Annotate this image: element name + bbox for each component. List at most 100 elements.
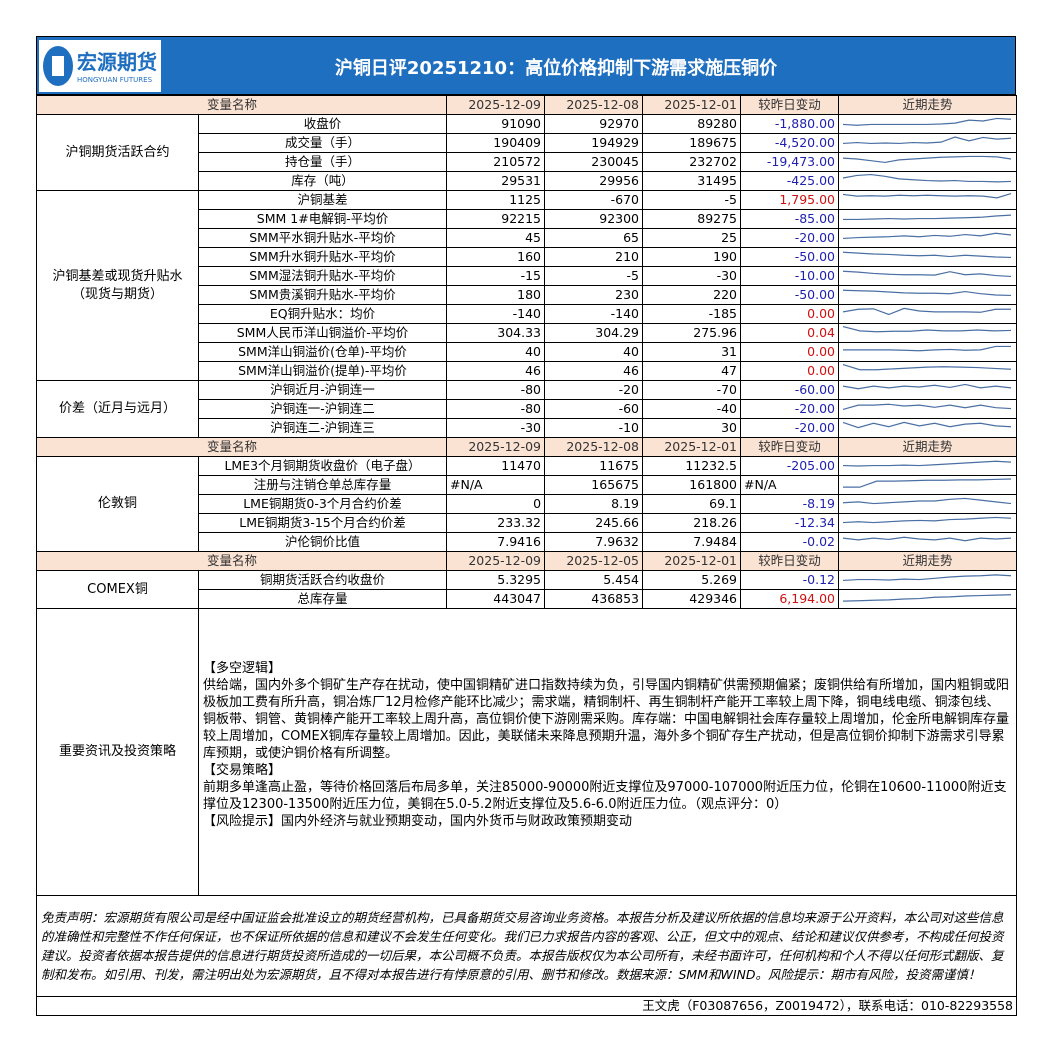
strategy-trade-text: 前期多单逢高止盈，等待价格回落后布局多单，关注85000-90000附近支撑位及… bbox=[203, 780, 1007, 812]
strategy-heading-logic: 【多空逻辑】 bbox=[203, 661, 282, 676]
change-cell: -0.02 bbox=[740, 532, 840, 552]
value-cell: -20 bbox=[544, 380, 644, 400]
value-cell: 92215 bbox=[446, 209, 546, 229]
value-cell: 46 bbox=[544, 361, 644, 381]
value-cell: 304.29 bbox=[544, 323, 644, 343]
change-cell: -60.00 bbox=[740, 380, 840, 400]
value-cell: -30 bbox=[642, 266, 742, 286]
value-cell: 7.9416 bbox=[446, 532, 546, 552]
sparkline-cell bbox=[838, 532, 1018, 552]
sparkline-line bbox=[842, 155, 1012, 164]
table-row: 库存（吨） 29531 29956 31495 -425.00 bbox=[37, 171, 1018, 191]
sparkline-line bbox=[842, 594, 1012, 602]
sparkline-line bbox=[842, 574, 1012, 582]
sparkline-cell bbox=[838, 513, 1018, 533]
sparkline-line bbox=[842, 460, 1012, 467]
column-header: 2025-12-08 bbox=[544, 437, 644, 457]
sparkline-line bbox=[842, 192, 1012, 199]
column-header: 较昨日变动 bbox=[740, 437, 840, 457]
table-row: 总库存量 443047 436853 429346 6,194.00 bbox=[37, 589, 1018, 609]
header-row: 变量名称 2025-12-09 2025-12-05 2025-12-01 较昨日变动近… bbox=[35, 551, 1018, 571]
value-cell: 30 bbox=[642, 418, 742, 438]
value-cell: 92300 bbox=[544, 209, 644, 229]
sparkline-cell bbox=[838, 152, 1018, 172]
table-row: 沪伦铜价比值 7.9416 7.9632 7.9484 -0.02 bbox=[37, 532, 1018, 552]
value-cell: -5 bbox=[544, 266, 644, 286]
group-label: 沪铜期货活跃合约 bbox=[36, 114, 199, 191]
sparkline-line bbox=[842, 289, 1012, 297]
table-row: 沪铜连一-沪铜连二 -80 -60 -40 -20.00 bbox=[37, 399, 1018, 419]
variable-name: SMM湿法铜升贴水-平均价 bbox=[197, 266, 448, 286]
table-row: 沪铜期货活跃合约 收盘价 91090 92970 89280 -1,880.00 bbox=[36, 114, 1018, 191]
variable-name: 沪铜近月-沪铜连一 bbox=[197, 380, 448, 400]
column-header: 2025-12-09 bbox=[446, 551, 546, 571]
disclaimer: 免责声明：宏源期货有限公司是经中国证监会批准设立的期货经营机构，已具备期货交易咨… bbox=[35, 895, 1018, 997]
value-cell: 45 bbox=[446, 228, 546, 248]
value-cell: 11675 bbox=[544, 456, 644, 476]
value-cell: -140 bbox=[446, 304, 546, 324]
value-cell: 11470 bbox=[446, 456, 546, 476]
change-cell: -1,880.00 bbox=[740, 114, 840, 134]
change-cell: -205.00 bbox=[740, 456, 840, 476]
header-row: 变量名称 2025-12-09 2025-12-08 2025-12-01 较昨日变动近… bbox=[35, 437, 1018, 457]
sparkline-line bbox=[843, 345, 1012, 352]
change-cell: -0.12 bbox=[740, 570, 840, 590]
sparkline-line bbox=[842, 383, 1012, 390]
value-cell: -140 bbox=[544, 304, 644, 324]
sparkline-cell bbox=[838, 494, 1018, 514]
value-cell: 29956 bbox=[544, 171, 644, 191]
variable-name: SMM洋山铜溢价(提单)-平均价 bbox=[197, 361, 448, 381]
value-cell: -5 bbox=[642, 190, 742, 210]
sparkline-cell bbox=[838, 342, 1018, 362]
sparkline-cell bbox=[838, 133, 1018, 153]
variable-name: SMM升水铜升贴水-平均价 bbox=[197, 247, 448, 267]
value-cell: 275.96 bbox=[642, 323, 742, 343]
sparkline-line bbox=[842, 516, 1012, 524]
table-row: 成交量（手） 190409 194929 189675 -4,520.00 bbox=[37, 133, 1018, 153]
table-row: 注册与注销仓单总库存量 #N/A 165675 161800 #N/A bbox=[37, 475, 1018, 495]
value-cell: 218.26 bbox=[642, 513, 742, 533]
value-cell: -10 bbox=[544, 418, 644, 438]
sparkline-cell bbox=[838, 190, 1018, 210]
table-row: SMM人民币洋山铜溢价-平均价 304.33 304.29 275.96 0.04 bbox=[37, 323, 1018, 343]
sparkline-line bbox=[843, 214, 1012, 221]
value-cell: 40 bbox=[544, 342, 644, 362]
value-cell: -670 bbox=[544, 190, 644, 210]
value-cell: 194929 bbox=[544, 133, 644, 153]
strategy-heading-trade: 【交易策略】 bbox=[203, 763, 282, 778]
value-cell: -185 bbox=[642, 304, 742, 324]
variable-name: SMM人民币洋山铜溢价-平均价 bbox=[197, 323, 448, 343]
value-cell: 7.9484 bbox=[642, 532, 742, 552]
column-header: 2025-12-01 bbox=[642, 551, 742, 571]
title-bar: 宏源期货 HONGYUAN FUTURES 沪铜日评20251210：高位价格抑… bbox=[36, 36, 1016, 95]
value-cell: 7.9632 bbox=[544, 532, 644, 552]
sparkline-line bbox=[842, 497, 1012, 505]
report-title: 沪铜日评20251210：高位价格抑制下游需求施压铜价 bbox=[334, 58, 778, 79]
sparkline-cell bbox=[838, 285, 1018, 305]
table-row: COMEX铜 铜期货活跃合约收盘价 5.3295 5.454 5.269 -0.12 bbox=[36, 570, 1018, 609]
variable-name: 沪铜基差 bbox=[197, 190, 448, 210]
value-cell: 190 bbox=[642, 247, 742, 267]
table-row: SMM平水铜升贴水-平均价 45 65 25 -20.00 bbox=[37, 228, 1018, 248]
value-cell: 304.33 bbox=[446, 323, 546, 343]
value-cell: 91090 bbox=[446, 114, 546, 134]
logo-text: 宏源期货 bbox=[77, 50, 157, 74]
value-cell: 165675 bbox=[544, 475, 644, 495]
logo-mark-icon bbox=[43, 46, 73, 86]
value-cell: 31 bbox=[642, 342, 742, 362]
value-cell: 47 bbox=[642, 361, 742, 381]
report: 宏源期货 HONGYUAN FUTURES 沪铜日评20251210：高位价格抑… bbox=[35, 36, 1018, 1016]
variable-name: 成交量（手） bbox=[197, 133, 448, 153]
value-cell: 429346 bbox=[642, 589, 742, 609]
value-cell: 1125 bbox=[446, 190, 546, 210]
value-cell: 0 bbox=[446, 494, 546, 514]
variable-name: 库存（吨） bbox=[197, 171, 448, 191]
sparkline-line bbox=[842, 536, 1012, 542]
value-cell: -30 bbox=[446, 418, 546, 438]
change-cell: -85.00 bbox=[740, 209, 840, 229]
value-cell: 160 bbox=[446, 247, 546, 267]
column-header: 变量名称 bbox=[35, 437, 448, 457]
sparkline-cell bbox=[838, 304, 1018, 324]
value-cell: 230045 bbox=[544, 152, 644, 172]
strategy-label: 重要资讯及投资策略 bbox=[36, 608, 199, 896]
